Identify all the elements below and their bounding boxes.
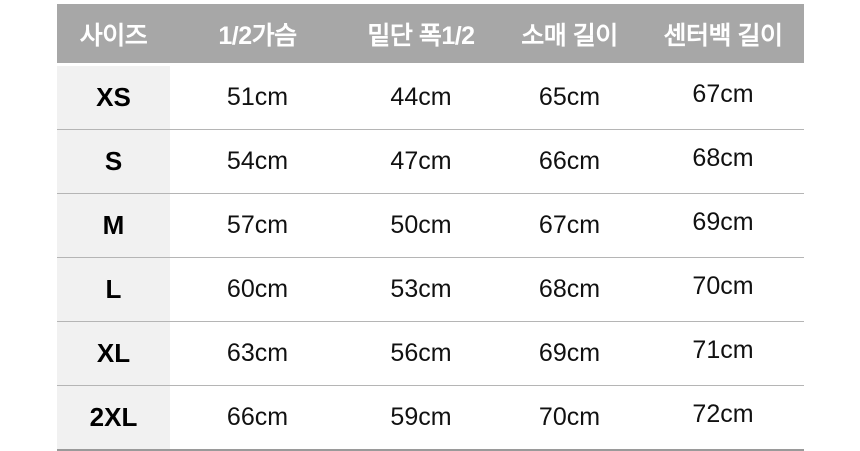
size-chart-table: 사이즈 1/2가슴 밑단 폭1/2 소매 길이 센터백 길이 XS 51cm 4… [57,4,804,451]
value-cell: 53cm [390,275,452,303]
value-cell: 66cm [538,147,601,175]
table-header-row: 사이즈 1/2가슴 밑단 폭1/2 소매 길이 센터백 길이 [57,4,804,63]
value-cell: 67cm [538,211,601,239]
value-cell: 57cm [226,211,289,239]
value-cell: 54cm [226,147,289,175]
value-cell: 56cm [390,339,452,367]
value-cell: 60cm [226,275,289,303]
size-cell: L [57,258,170,321]
size-cell: XS [57,66,170,129]
value-cell: 47cm [390,147,452,175]
size-cell: M [57,194,170,257]
size-cell: 2XL [57,386,170,449]
table-row: XS 51cm 44cm 65cm 67cm [57,66,804,130]
table-row: L 60cm 53cm 68cm 70cm [57,258,804,322]
header-cell-size: 사이즈 [79,21,148,50]
value-cell: 44cm [390,83,452,111]
value-cell: 63cm [226,339,289,367]
table-row: M 57cm 50cm 67cm 69cm [57,194,804,258]
value-cell: 66cm [226,403,289,431]
table-row: 2XL 66cm 59cm 70cm 72cm [57,386,804,451]
value-cell: 68cm [538,275,601,303]
value-cell: 71cm [692,336,754,364]
value-cell: 50cm [390,211,452,239]
value-cell: 59cm [390,403,452,431]
header-cell-center-back-length: 센터백 길이 [663,21,783,50]
header-cell-half-chest: 1/2가슴 [218,21,297,50]
size-cell: S [57,130,170,193]
table-row: XL 63cm 56cm 69cm 71cm [57,322,804,386]
value-cell: 70cm [692,272,754,300]
size-cell: XL [57,322,170,385]
value-cell: 68cm [692,144,754,172]
header-cell-sleeve-length: 소매 길이 [521,21,618,50]
value-cell: 69cm [692,208,754,236]
header-cell-hem-width-half: 밑단 폭1/2 [367,21,475,50]
table-body: XS 51cm 44cm 65cm 67cm S 54cm 47cm 66cm … [57,66,804,451]
value-cell: 65cm [538,83,601,111]
value-cell: 69cm [538,339,601,367]
value-cell: 72cm [692,400,754,428]
value-cell: 67cm [692,80,754,108]
table-row: S 54cm 47cm 66cm 68cm [57,130,804,194]
value-cell: 51cm [226,83,289,111]
value-cell: 70cm [538,403,601,431]
